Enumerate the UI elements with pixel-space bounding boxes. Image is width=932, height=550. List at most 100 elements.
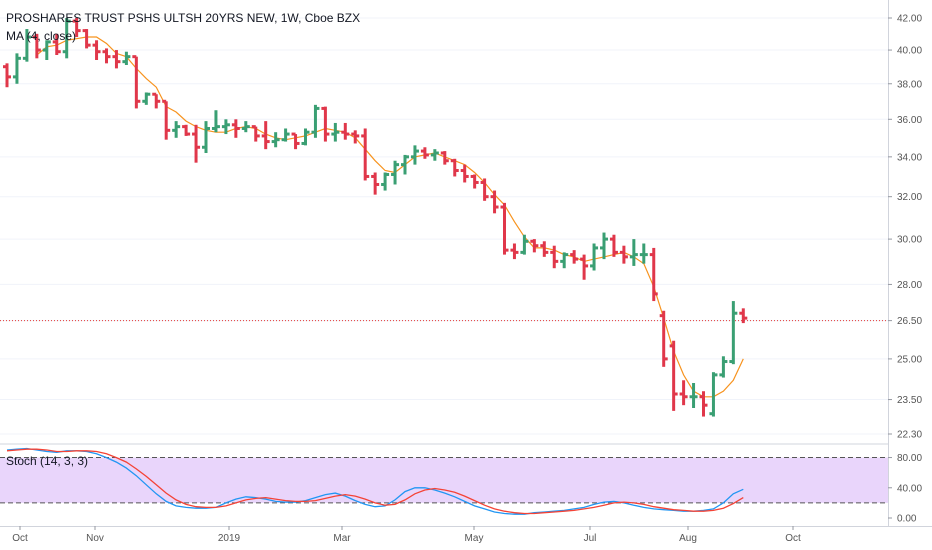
price-bar xyxy=(739,308,748,324)
price-bars xyxy=(3,18,748,417)
price-bar xyxy=(72,18,81,38)
ma-line xyxy=(36,36,744,398)
price-bar xyxy=(132,55,141,109)
price-bar xyxy=(639,243,648,264)
time-tick-label: 2019 xyxy=(218,533,241,544)
stoch-tick-label: 80.00 xyxy=(897,453,922,464)
time-tick-label: Mar xyxy=(333,533,351,544)
price-bar xyxy=(152,92,161,109)
chart-title: PROSHARES TRUST PSHS ULTSH 20YRS NEW, 1W… xyxy=(6,11,360,25)
price-bar xyxy=(401,154,409,175)
time-axis[interactable]: Oct Nov 2019 Mar May Jul Aug Oct xyxy=(12,526,801,544)
price-tick-label: 22.30 xyxy=(897,430,922,441)
price-bar xyxy=(321,106,330,142)
price-bar xyxy=(182,124,191,136)
price-bar xyxy=(162,99,171,140)
price-bar xyxy=(430,149,439,161)
price-tick-label: 32.00 xyxy=(897,192,922,203)
price-bar xyxy=(241,121,250,133)
price-tick-label: 25.00 xyxy=(897,354,922,365)
price-bar xyxy=(3,63,11,88)
price-bar xyxy=(122,51,131,66)
stoch-tick-label: 0.00 xyxy=(897,514,917,525)
price-tick-label: 40.00 xyxy=(897,46,922,57)
stoch-pane[interactable]: Stoch (14, 3, 3) xyxy=(0,447,888,515)
price-bar xyxy=(172,121,181,138)
price-bar xyxy=(520,234,529,255)
price-bar xyxy=(371,172,380,195)
price-bar xyxy=(510,243,519,260)
price-bar xyxy=(351,130,360,144)
price-bar xyxy=(112,50,121,69)
price-bar xyxy=(629,239,638,266)
price-bar xyxy=(231,119,240,138)
price-bar xyxy=(540,241,549,257)
price-bar xyxy=(202,121,210,153)
price-bar xyxy=(669,340,678,411)
price-bar xyxy=(82,29,91,49)
price-bar xyxy=(311,104,320,138)
price-bar xyxy=(490,190,499,214)
price-bar xyxy=(261,121,270,150)
price-bar xyxy=(659,310,668,367)
price-bar xyxy=(550,245,559,269)
price-bar xyxy=(221,119,230,135)
price-bar xyxy=(619,245,628,264)
price-tick-label: 34.00 xyxy=(897,152,922,163)
time-tick-label: Jul xyxy=(584,533,597,544)
price-bar xyxy=(470,174,479,189)
price-tick-label: 42.00 xyxy=(897,14,922,25)
price-bar xyxy=(381,172,390,191)
price-bar xyxy=(689,382,698,409)
stoch-axis[interactable]: 80.00 40.00 0.00 xyxy=(888,453,922,525)
price-bar xyxy=(301,128,310,146)
price-bar xyxy=(460,164,469,183)
time-tick-label: Oct xyxy=(785,533,801,544)
price-bar xyxy=(410,145,419,165)
price-bar xyxy=(142,92,151,105)
price-bar xyxy=(560,252,569,269)
price-bar xyxy=(251,125,260,142)
price-bar xyxy=(580,254,589,280)
price-tick-label: 30.00 xyxy=(897,235,922,246)
price-bar xyxy=(62,18,71,59)
time-tick-label: Nov xyxy=(86,533,104,544)
price-tick-label: 38.00 xyxy=(897,79,922,90)
price-bar xyxy=(361,128,370,181)
time-tick-label: May xyxy=(465,533,484,544)
stoch-tick-label: 40.00 xyxy=(897,483,922,494)
price-bar xyxy=(32,33,41,59)
price-bar xyxy=(192,124,201,163)
price-bar xyxy=(600,232,608,260)
time-tick-label: Oct xyxy=(12,533,28,544)
price-bar xyxy=(291,132,300,150)
price-bar xyxy=(609,234,618,257)
price-bar xyxy=(102,48,111,64)
price-bar xyxy=(649,247,658,302)
price-bar xyxy=(12,53,21,84)
stoch-label: Stoch (14, 3, 3) xyxy=(6,454,88,468)
price-bar xyxy=(679,380,688,406)
ma-legend-label: MA (4, close) xyxy=(6,29,76,43)
price-axis[interactable]: 42.00 40.00 38.00 36.00 34.00 32.00 30.00 28.00… xyxy=(888,14,922,441)
price-bar xyxy=(450,158,459,177)
price-bar xyxy=(271,132,280,148)
price-bar xyxy=(719,356,728,378)
price-tick-label: 36.00 xyxy=(897,115,922,126)
price-bar xyxy=(590,243,599,271)
main-pane[interactable] xyxy=(0,0,888,444)
price-bar xyxy=(211,110,220,133)
price-bar xyxy=(420,147,429,159)
price-bar xyxy=(440,151,449,165)
price-bar xyxy=(281,128,290,142)
price-bar xyxy=(331,122,340,142)
stoch-overbought-oversold-band xyxy=(0,457,888,503)
price-bar xyxy=(52,33,61,56)
time-tick-label: Aug xyxy=(679,533,697,544)
price-tick-label: 26.50 xyxy=(897,316,922,327)
price-bar xyxy=(530,239,539,253)
price-bar xyxy=(480,178,489,201)
stoch-d-line xyxy=(6,448,744,515)
price-bar xyxy=(709,372,718,417)
